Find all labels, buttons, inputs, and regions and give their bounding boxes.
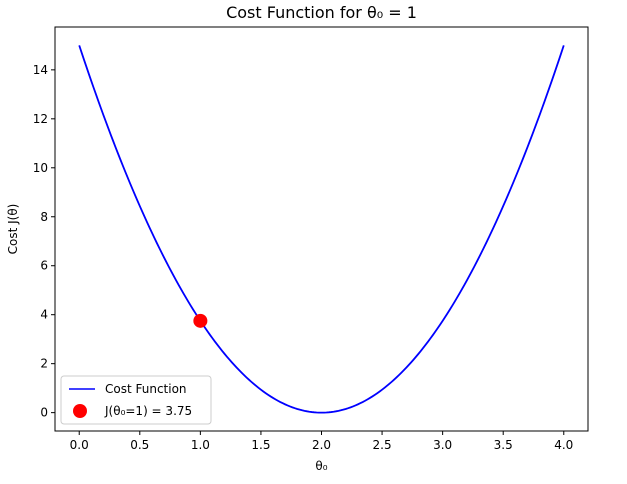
x-tick-label: 4.0 <box>554 438 573 452</box>
legend-marker-swatch <box>73 404 87 418</box>
y-tick-label: 6 <box>40 259 48 273</box>
scatter-point <box>193 313 208 328</box>
x-tick-label: 2.5 <box>373 438 392 452</box>
plot-layer <box>78 45 565 414</box>
y-tick-label: 10 <box>33 161 48 175</box>
x-tick-label: 2.0 <box>312 438 331 452</box>
y-tick-label: 14 <box>33 63 48 77</box>
y-tick-label: 4 <box>40 308 48 322</box>
x-tick-label: 3.5 <box>494 438 513 452</box>
legend-label-cost-function: Cost Function <box>105 382 187 396</box>
chart-title: Cost Function for θ₀ = 1 <box>226 3 417 22</box>
x-tick-label: 1.0 <box>191 438 210 452</box>
y-tick-label: 8 <box>40 210 48 224</box>
x-tick-label: 0.0 <box>70 438 89 452</box>
y-tick-label: 12 <box>33 112 48 126</box>
x-axis-ticks: 0.0 0.5 1.0 1.5 2.0 2.5 3.0 3.5 4.0 <box>70 431 573 452</box>
x-tick-label: 3.0 <box>433 438 452 452</box>
plot-frame <box>54 26 589 432</box>
x-axis-title: θ₀ <box>315 459 327 473</box>
y-tick-label: 2 <box>40 357 48 371</box>
y-axis-title: Cost J(θ) <box>6 204 20 255</box>
y-tick-label: 0 <box>40 406 48 420</box>
y-axis-ticks: 0 2 4 6 8 10 12 14 <box>33 63 55 420</box>
legend-label-point: J(θ₀=1) = 3.75 <box>104 404 192 418</box>
x-tick-label: 1.5 <box>251 438 270 452</box>
legend-box <box>60 375 212 425</box>
series-line-cost-function <box>78 45 565 414</box>
legend: Cost Function J(θ₀=1) = 3.75 <box>60 375 212 425</box>
x-tick-label: 0.5 <box>130 438 149 452</box>
